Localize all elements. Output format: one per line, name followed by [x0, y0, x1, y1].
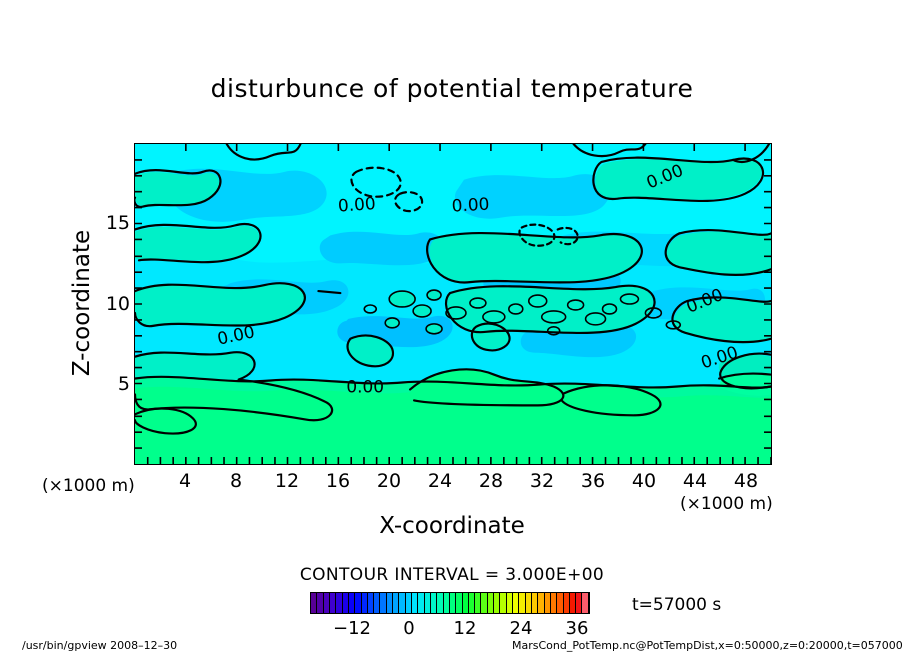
colorbar-tick-24: 24 — [509, 618, 533, 639]
colorbar-band — [393, 593, 400, 613]
x-tick-24: 24 — [427, 470, 453, 492]
page-title: disturbunce of potential temperature — [210, 74, 694, 103]
colorbar-band — [342, 593, 349, 613]
colorbar-tick-minus12: −12 — [333, 618, 371, 639]
colorbar-band — [557, 593, 564, 613]
x-tick-32: 32 — [529, 470, 555, 492]
x-tick-8: 8 — [229, 470, 243, 492]
contour-label: 0.00 — [337, 193, 376, 216]
colorbar-band — [317, 593, 324, 613]
x-tick-40: 40 — [631, 470, 657, 492]
colorbar-band — [519, 593, 526, 613]
x-tick-36: 36 — [580, 470, 606, 492]
contour-field: 0.00 0.00 0.00 0.00 0.00 0.00 0.00 — [135, 144, 771, 464]
colorbar-band — [468, 593, 476, 613]
y-tick-15: 15 — [105, 212, 130, 234]
colorbar-band — [348, 593, 356, 613]
x-tick-48: 48 — [733, 470, 759, 492]
x-tick-28: 28 — [478, 470, 504, 492]
colorbar-tick-12: 12 — [453, 618, 477, 639]
colorbar-band — [538, 593, 545, 613]
colorbar-band — [576, 593, 583, 613]
colorbar-band — [418, 593, 425, 613]
colorbar-band — [494, 593, 501, 613]
colorbar-tick-0: 0 — [403, 618, 415, 639]
y-tick-5: 5 — [117, 373, 130, 395]
colorbar-band — [544, 593, 551, 613]
colorbar-band — [437, 593, 444, 613]
colorbar-band — [449, 593, 457, 613]
colorbar-band — [399, 593, 406, 613]
colorbar-band — [336, 593, 343, 613]
y-axis-unit: (×1000 m) — [42, 476, 135, 496]
colorbar-band — [355, 593, 362, 613]
colorbar-band — [323, 593, 330, 613]
colorbar-band — [462, 593, 469, 613]
colorbar-band — [367, 593, 375, 613]
x-tick-20: 20 — [376, 470, 402, 492]
colorbar-band — [329, 593, 337, 613]
colorbar-band — [550, 593, 558, 613]
colorbar-band — [506, 593, 513, 613]
contour-interval-label: CONTOUR INTERVAL = 3.000E+00 — [299, 565, 605, 585]
contour-label: 0.00 — [451, 194, 490, 216]
colorbar-band — [443, 593, 450, 613]
colorbar-band — [569, 593, 577, 613]
y-axis-title: Z-coordinate — [69, 229, 95, 377]
x-tick-44: 44 — [682, 470, 708, 492]
time-label: t=57000 s — [632, 595, 722, 615]
contour-label: 0.00 — [346, 376, 384, 396]
colorbar-band — [361, 593, 368, 613]
colorbar[interactable] — [310, 592, 590, 614]
colorbar-band — [563, 593, 570, 613]
x-axis-unit: (×1000 m) — [680, 494, 773, 514]
colorbar-band — [513, 593, 520, 613]
colorbar-band — [386, 593, 394, 613]
y-tick-10: 10 — [105, 293, 130, 315]
colorbar-band — [424, 593, 431, 613]
colorbar-band — [531, 593, 539, 613]
colorbar-band — [412, 593, 419, 613]
x-tick-12: 12 — [274, 470, 300, 492]
x-axis-title: X-coordinate — [379, 513, 525, 539]
colorbar-band — [374, 593, 381, 613]
colorbar-band — [405, 593, 412, 613]
x-tick-16: 16 — [325, 470, 351, 492]
colorbar-band — [430, 593, 438, 613]
contour-plot-area[interactable]: 0.00 0.00 0.00 0.00 0.00 0.00 0.00 — [134, 143, 772, 465]
colorbar-band — [475, 593, 482, 613]
colorbar-band — [487, 593, 495, 613]
footer-command: /usr/bin/gpview 2008–12–30 — [22, 639, 178, 652]
colorbar-tick-36: 36 — [565, 618, 589, 639]
colorbar-band — [582, 593, 589, 613]
colorbar-band — [311, 593, 318, 613]
colorbar-band — [500, 593, 507, 613]
colorbar-band — [481, 593, 488, 613]
colorbar-band — [525, 593, 532, 613]
x-tick-4: 4 — [178, 470, 192, 492]
footer-dataset: MarsCond_PotTemp.nc@PotTempDist,x=0:5000… — [512, 639, 903, 652]
colorbar-band — [380, 593, 387, 613]
colorbar-band — [456, 593, 463, 613]
